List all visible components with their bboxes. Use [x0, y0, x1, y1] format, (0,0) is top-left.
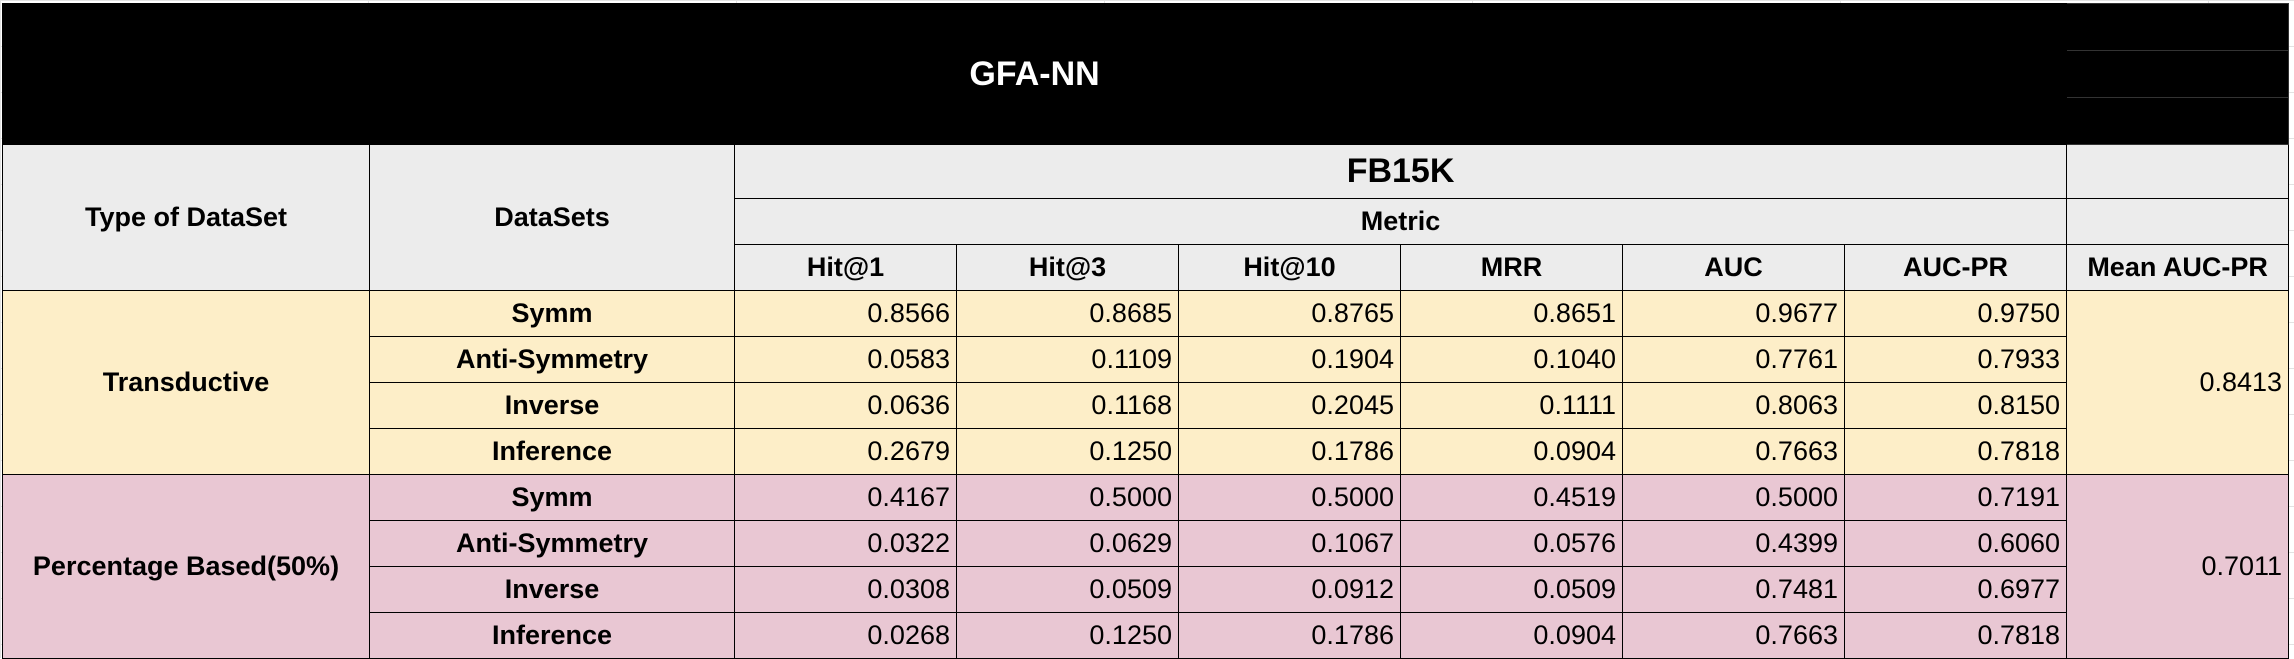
table-row: Transductive Symm 0.8566 0.8685 0.8765 0.8651… [2, 290, 2290, 475]
value-cell-mrr[interactable]: 0.1040 [1400, 336, 1623, 383]
value-cell-hit3[interactable]: 0.1250 [956, 612, 1179, 659]
value-cell-hit3[interactable]: 0.0629 [956, 520, 1179, 567]
dataset-name-cell[interactable]: Symm [369, 290, 735, 337]
title-side-cell[interactable] [2066, 50, 2290, 98]
value-cell-mrr[interactable]: 0.4519 [1400, 474, 1623, 521]
mean-auc-pr-cell[interactable]: 0.8413 [2066, 290, 2290, 475]
table-title[interactable]: GFA-NN [1, 3, 2068, 145]
value-cell-hit10[interactable]: 0.5000 [1178, 474, 1401, 521]
value-cell-auc-pr[interactable]: 0.7191 [1843, 474, 2068, 521]
dataset-name-cell[interactable]: Anti-Symmetry [369, 520, 735, 567]
column-header-mean-auc-pr[interactable]: Mean AUC-PR [2066, 244, 2290, 291]
value-cell-auc[interactable]: 0.9677 [1622, 290, 1845, 337]
header-blank-cell[interactable] [2066, 198, 2290, 245]
value-cell-auc-pr[interactable]: 0.7818 [1843, 612, 2068, 659]
column-header-hit1[interactable]: Hit@1 [734, 244, 957, 291]
table-row: Inverse 0.0308 0.0509 0.0912 0.0509 0.7481 0.6… [3, 566, 2289, 613]
results-table: GFA-NN Type of DataSet DataSets FB15K Me… [1, 3, 2290, 659]
value-cell-hit10[interactable]: 0.1067 [1178, 520, 1401, 567]
value-cell-mrr[interactable]: 0.0509 [1400, 566, 1623, 613]
column-header-hit3[interactable]: Hit@3 [956, 244, 1179, 291]
table-row: Inference 0.0268 0.1250 0.1786 0.0904 0.7663 0… [3, 612, 2289, 659]
column-header-auc[interactable]: AUC [1622, 244, 1845, 291]
value-cell-mrr[interactable]: 0.0904 [1400, 428, 1623, 475]
value-cell-hit1[interactable]: 0.0268 [734, 612, 957, 659]
dataset-type-cell[interactable]: Percentage Based(50%) [2, 474, 370, 659]
value-cell-auc[interactable]: 0.8063 [1622, 382, 1845, 429]
dataset-name-cell[interactable]: Inference [369, 612, 735, 659]
header-blank-cell[interactable] [2066, 144, 2290, 199]
value-cell-hit10[interactable]: 0.2045 [1178, 382, 1401, 429]
value-cell-auc-pr[interactable]: 0.8150 [1843, 382, 2068, 429]
value-cell-mrr[interactable]: 0.1111 [1400, 382, 1623, 429]
value-cell-mrr[interactable]: 0.0576 [1400, 520, 1623, 567]
value-cell-hit1[interactable]: 0.0583 [734, 336, 957, 383]
value-cell-hit1[interactable]: 0.0636 [734, 382, 957, 429]
value-cell-auc-pr[interactable]: 0.6977 [1843, 566, 2068, 613]
column-header-mrr[interactable]: MRR [1400, 244, 1623, 291]
header-datasets[interactable]: DataSets [369, 144, 735, 291]
value-cell-hit1[interactable]: 0.0322 [734, 520, 957, 567]
value-cell-hit3[interactable]: 0.8685 [956, 290, 1179, 337]
dataset-name-cell[interactable]: Symm [369, 474, 735, 521]
dataset-name-cell[interactable]: Inference [369, 428, 735, 475]
value-cell-auc-pr[interactable]: 0.7818 [1843, 428, 2068, 475]
value-cell-auc[interactable]: 0.7663 [1622, 428, 1845, 475]
value-cell-hit10[interactable]: 0.1786 [1178, 428, 1401, 475]
dataset-name-cell[interactable]: Anti-Symmetry [369, 336, 735, 383]
value-cell-hit10[interactable]: 0.1786 [1178, 612, 1401, 659]
value-cell-hit10[interactable]: 0.8765 [1178, 290, 1401, 337]
value-cell-auc-pr[interactable]: 0.7933 [1843, 336, 2068, 383]
table-row: Percentage Based(50%) Symm 0.4167 0.5000 0.5… [2, 474, 2290, 659]
value-cell-hit1[interactable]: 0.8566 [734, 290, 957, 337]
header-metric[interactable]: Metric [733, 198, 2068, 245]
title-side-cell[interactable] [2066, 97, 2290, 145]
table-row: Anti-Symmetry 0.0322 0.0629 0.1067 0.0576 0.4… [3, 520, 2289, 567]
column-header-hit10[interactable]: Hit@10 [1178, 244, 1401, 291]
table-row: Inference 0.2679 0.1250 0.1786 0.0904 0.7663 0… [3, 428, 2289, 475]
table-row: Anti-Symmetry 0.0583 0.1109 0.1904 0.1040 0.7… [3, 336, 2289, 383]
value-cell-auc-pr[interactable]: 0.6060 [1843, 520, 2068, 567]
value-cell-auc[interactable]: 0.7761 [1622, 336, 1845, 383]
dataset-type-cell[interactable]: Transductive [2, 290, 370, 475]
value-cell-hit1[interactable]: 0.4167 [734, 474, 957, 521]
value-cell-auc[interactable]: 0.5000 [1622, 474, 1845, 521]
header-group[interactable]: FB15K [733, 144, 2068, 199]
value-cell-hit10[interactable]: 0.1904 [1178, 336, 1401, 383]
value-cell-hit1[interactable]: 0.0308 [734, 566, 957, 613]
header-type-of-dataset[interactable]: Type of DataSet [2, 144, 370, 291]
value-cell-auc-pr[interactable]: 0.9750 [1843, 290, 2068, 337]
value-cell-auc[interactable]: 0.7481 [1622, 566, 1845, 613]
table-row: Inverse 0.0636 0.1168 0.2045 0.1111 0.8063 0.8… [3, 382, 2289, 429]
value-cell-mrr[interactable]: 0.8651 [1400, 290, 1623, 337]
title-side-cell[interactable] [2066, 3, 2290, 51]
value-cell-hit1[interactable]: 0.2679 [734, 428, 957, 475]
dataset-name-cell[interactable]: Inverse [369, 382, 735, 429]
value-cell-hit3[interactable]: 0.1109 [956, 336, 1179, 383]
value-cell-auc[interactable]: 0.7663 [1622, 612, 1845, 659]
mean-auc-pr-cell[interactable]: 0.7011 [2066, 474, 2290, 659]
value-cell-mrr[interactable]: 0.0904 [1400, 612, 1623, 659]
value-cell-hit3[interactable]: 0.1250 [956, 428, 1179, 475]
value-cell-hit3[interactable]: 0.0509 [956, 566, 1179, 613]
value-cell-auc[interactable]: 0.4399 [1622, 520, 1845, 567]
value-cell-hit3[interactable]: 0.5000 [956, 474, 1179, 521]
dataset-name-cell[interactable]: Inverse [369, 566, 735, 613]
value-cell-hit3[interactable]: 0.1168 [956, 382, 1179, 429]
column-header-auc-pr[interactable]: AUC-PR [1843, 244, 2068, 291]
value-cell-hit10[interactable]: 0.0912 [1178, 566, 1401, 613]
